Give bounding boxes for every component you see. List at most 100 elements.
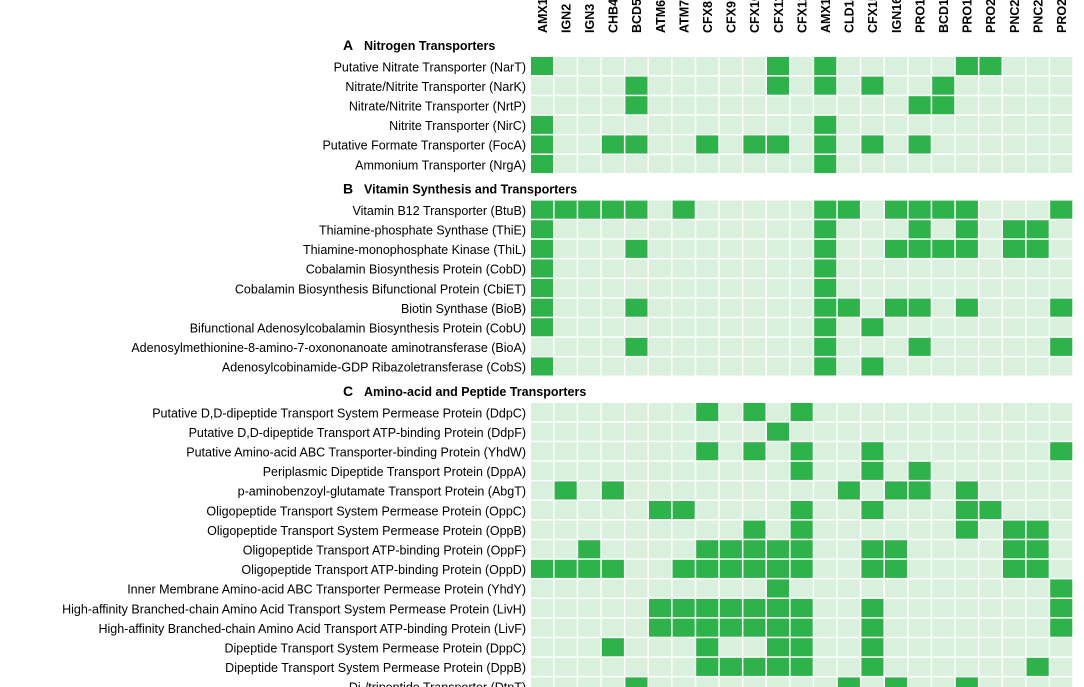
heatmap-cell (743, 318, 766, 337)
heatmap-cell (861, 442, 884, 461)
heatmap-cell (625, 579, 648, 598)
heatmap-cell (767, 200, 790, 219)
heatmap-cell (672, 279, 695, 298)
heatmap-cell (672, 618, 695, 637)
heatmap-cell (696, 259, 719, 278)
heatmap-cell (767, 135, 790, 154)
heatmap-cell (743, 155, 766, 174)
heatmap-cell (955, 200, 978, 219)
heatmap-cell (696, 559, 719, 578)
heatmap-cell (625, 57, 648, 76)
heatmap-cell (625, 357, 648, 376)
heatmap-cell (601, 540, 624, 559)
heatmap-cell (861, 135, 884, 154)
heatmap-cell (649, 657, 672, 676)
heatmap-cell (908, 239, 931, 258)
heatmap-cell (578, 259, 601, 278)
heatmap-cell (601, 57, 624, 76)
heatmap-cell (625, 599, 648, 618)
heatmap-cell (1026, 677, 1049, 687)
heatmap-cell (1050, 155, 1073, 174)
heatmap-cell (601, 96, 624, 115)
heatmap-cell (767, 638, 790, 657)
row-label: Putative Formate Transporter (FocA) (322, 139, 526, 153)
heatmap-cell (908, 298, 931, 317)
heatmap-cell (955, 520, 978, 539)
heatmap-cell (908, 403, 931, 422)
heatmap-cell (719, 57, 742, 76)
heatmap-cell (625, 677, 648, 687)
heatmap-cell (601, 239, 624, 258)
heatmap-cell (814, 357, 837, 376)
heatmap-cell (672, 638, 695, 657)
heatmap-cell (554, 57, 577, 76)
heatmap-cell (908, 115, 931, 134)
row-label: Nitrate/Nitrite Transporter (NarK) (345, 80, 526, 94)
heatmap-cell (649, 520, 672, 539)
heatmap-cell (625, 135, 648, 154)
heatmap-cell (790, 200, 813, 219)
heatmap-cell (1026, 200, 1049, 219)
heatmap-cell (1050, 220, 1073, 239)
heatmap-cell (672, 481, 695, 500)
heatmap-cell (790, 422, 813, 441)
column-label: AMX1 (536, 0, 550, 33)
heatmap-cell (601, 559, 624, 578)
heatmap-cell (955, 579, 978, 598)
heatmap-cell (649, 135, 672, 154)
heatmap-cell (601, 259, 624, 278)
heatmap-cell (1050, 422, 1073, 441)
heatmap-cell (814, 657, 837, 676)
heatmap-cell (1026, 279, 1049, 298)
heatmap-cell (531, 200, 554, 219)
heatmap-cell (531, 618, 554, 637)
heatmap-cell (1026, 481, 1049, 500)
heatmap-cell (1003, 115, 1026, 134)
column-label: CLD14 (843, 0, 857, 33)
heatmap-cell (885, 200, 908, 219)
heatmap-cell (696, 442, 719, 461)
heatmap-cell (767, 599, 790, 618)
heatmap-cell (625, 501, 648, 520)
heatmap-cell (672, 442, 695, 461)
heatmap-cell (743, 76, 766, 95)
heatmap-cell (814, 520, 837, 539)
row-label: Putative Nitrate Transporter (NarT) (334, 60, 526, 74)
heatmap-cell (1026, 337, 1049, 356)
heatmap-cell (578, 279, 601, 298)
heatmap-cell (767, 559, 790, 578)
row-label: Di-/tripeptide Transporter (DtpT) (349, 681, 526, 687)
heatmap-cell (790, 403, 813, 422)
column-label: IGN16 (890, 0, 904, 33)
heatmap-cell (1050, 520, 1073, 539)
heatmap-cell (979, 618, 1002, 637)
row-label: Nitrite Transporter (NirC) (389, 119, 526, 133)
column-label: ATM6 (654, 0, 668, 33)
heatmap-cell (601, 279, 624, 298)
heatmap-cell (743, 96, 766, 115)
heatmap-cell (814, 115, 837, 134)
row-label: Vitamin B12 Transporter (BtuB) (353, 204, 526, 218)
heatmap-cell (601, 403, 624, 422)
heatmap-cell (932, 220, 955, 239)
heatmap-cell (1026, 520, 1049, 539)
heatmap-cell (790, 115, 813, 134)
heatmap-cell (814, 422, 837, 441)
heatmap-cell (672, 599, 695, 618)
heatmap-cell (955, 638, 978, 657)
heatmap-cell (861, 618, 884, 637)
heatmap-cell (601, 422, 624, 441)
heatmap-cell (861, 559, 884, 578)
heatmap-cell (861, 57, 884, 76)
heatmap-cell (696, 579, 719, 598)
heatmap-cell (837, 96, 860, 115)
heatmap-cell (625, 520, 648, 539)
heatmap-cell (908, 520, 931, 539)
heatmap-cell (908, 76, 931, 95)
heatmap-cell (885, 155, 908, 174)
section-letter: A (343, 37, 353, 53)
heatmap-cell (554, 657, 577, 676)
column-label: PNC21 (1008, 0, 1022, 33)
heatmap-cell (814, 461, 837, 480)
